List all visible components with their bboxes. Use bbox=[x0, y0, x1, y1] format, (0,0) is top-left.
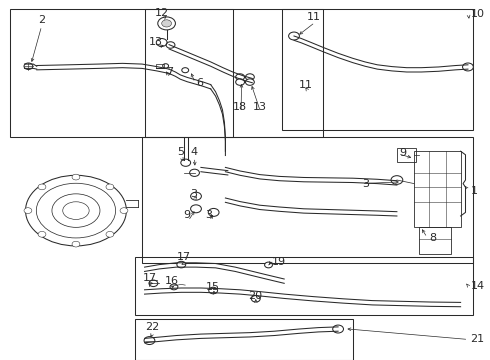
Bar bbox=[419, 227, 451, 254]
Text: 3: 3 bbox=[363, 179, 369, 189]
Circle shape bbox=[190, 169, 199, 176]
Text: 11: 11 bbox=[307, 12, 320, 22]
Text: 2: 2 bbox=[38, 15, 45, 25]
Text: 13: 13 bbox=[253, 102, 267, 112]
Text: 14: 14 bbox=[470, 281, 485, 291]
Text: 10: 10 bbox=[470, 9, 485, 19]
Circle shape bbox=[181, 159, 191, 166]
Circle shape bbox=[191, 192, 201, 200]
Text: 22: 22 bbox=[145, 322, 159, 332]
Text: 12: 12 bbox=[155, 8, 169, 18]
Circle shape bbox=[149, 280, 158, 287]
Circle shape bbox=[170, 284, 178, 290]
Text: 3: 3 bbox=[205, 210, 212, 220]
Circle shape bbox=[163, 64, 169, 68]
Bar bbox=[135, 319, 353, 360]
Circle shape bbox=[177, 261, 186, 268]
Text: 4: 4 bbox=[190, 147, 197, 157]
Circle shape bbox=[209, 287, 218, 294]
Text: 18: 18 bbox=[233, 102, 247, 112]
Circle shape bbox=[245, 79, 254, 85]
Circle shape bbox=[265, 262, 272, 268]
Circle shape bbox=[245, 74, 254, 80]
Bar bbox=[282, 9, 473, 130]
Text: 20: 20 bbox=[248, 291, 262, 301]
Bar bbox=[145, 9, 323, 137]
Text: 6: 6 bbox=[196, 78, 203, 88]
Bar bbox=[414, 151, 461, 227]
Circle shape bbox=[72, 174, 80, 180]
Circle shape bbox=[144, 337, 155, 345]
Text: 19: 19 bbox=[272, 257, 286, 267]
Text: 1: 1 bbox=[470, 186, 477, 196]
Circle shape bbox=[333, 325, 343, 333]
Circle shape bbox=[391, 176, 403, 184]
Text: 17: 17 bbox=[177, 252, 191, 262]
Bar bbox=[10, 9, 233, 137]
Circle shape bbox=[72, 241, 80, 247]
Circle shape bbox=[120, 208, 128, 213]
Circle shape bbox=[191, 205, 201, 213]
Circle shape bbox=[106, 231, 114, 237]
Text: 13: 13 bbox=[149, 37, 163, 47]
Text: 11: 11 bbox=[299, 80, 313, 90]
Text: 17: 17 bbox=[143, 273, 156, 283]
Circle shape bbox=[208, 208, 219, 216]
Circle shape bbox=[236, 79, 245, 85]
Bar bbox=[135, 257, 473, 315]
Bar bbox=[142, 137, 473, 263]
Text: 5: 5 bbox=[177, 147, 184, 157]
Circle shape bbox=[162, 20, 172, 27]
Circle shape bbox=[38, 184, 46, 190]
Circle shape bbox=[463, 63, 473, 71]
Text: 16: 16 bbox=[165, 276, 178, 286]
Circle shape bbox=[236, 74, 245, 80]
Circle shape bbox=[289, 32, 299, 40]
Circle shape bbox=[251, 296, 260, 302]
Circle shape bbox=[106, 184, 114, 190]
Text: 9: 9 bbox=[184, 210, 191, 220]
Text: 8: 8 bbox=[429, 233, 436, 243]
Text: 7: 7 bbox=[166, 67, 173, 77]
Circle shape bbox=[38, 231, 46, 237]
Text: 15: 15 bbox=[206, 282, 220, 292]
Text: 3: 3 bbox=[190, 189, 197, 199]
Circle shape bbox=[182, 68, 189, 73]
Circle shape bbox=[24, 63, 33, 69]
Bar bbox=[397, 148, 416, 162]
Text: 21: 21 bbox=[470, 334, 485, 345]
Circle shape bbox=[24, 208, 32, 213]
Text: 9: 9 bbox=[399, 148, 407, 158]
